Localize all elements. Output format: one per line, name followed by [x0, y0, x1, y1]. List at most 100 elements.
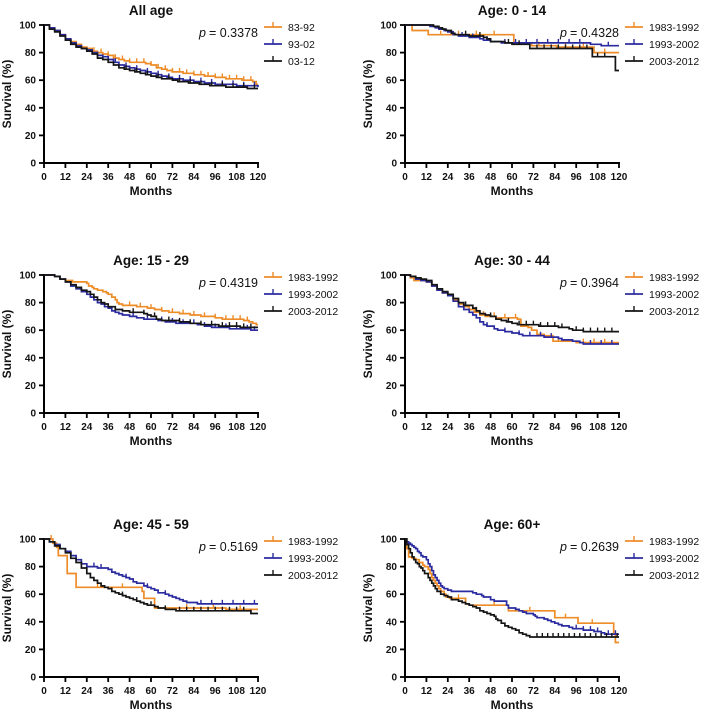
x-tick-label: 24 — [442, 422, 454, 433]
chart-title: Age: 0 - 14 — [478, 3, 547, 18]
survival-curve-2003-2012 — [405, 538, 619, 638]
x-tick-label: 84 — [549, 422, 561, 433]
legend-item: 2003-2012 — [625, 56, 699, 68]
x-tick-label: 84 — [188, 172, 200, 183]
y-tick-label: 80 — [386, 562, 398, 573]
x-tick-label: 36 — [103, 172, 115, 183]
x-tick-label: 48 — [485, 172, 497, 183]
x-tick-label: 72 — [528, 686, 540, 697]
x-tick-label: 60 — [506, 422, 518, 433]
x-tick-label: 120 — [250, 172, 267, 183]
legend-label: 1983-1992 — [649, 536, 699, 548]
x-tick-label: 36 — [464, 686, 476, 697]
p-value-number: = 0.4319 — [209, 276, 258, 290]
legend-item: 1983-1992 — [625, 22, 699, 34]
chart-title: Age: 45 - 59 — [113, 517, 189, 532]
y-axis-title: Survival (%) — [0, 60, 14, 129]
y-tick-label: 0 — [30, 159, 36, 170]
x-tick-label: 120 — [611, 686, 628, 697]
legend-label: 1993-2002 — [649, 289, 699, 301]
x-tick-label: 108 — [228, 422, 245, 433]
p-value-number: = 0.3964 — [570, 276, 619, 290]
y-tick-label: 100 — [380, 21, 397, 32]
p-value: p = 0.4319 — [198, 276, 258, 290]
x-tick-label: 12 — [60, 172, 72, 183]
x-tick-label: 0 — [41, 422, 47, 433]
legend-label: 1983-1992 — [288, 536, 338, 548]
y-tick-label: 60 — [386, 76, 398, 87]
x-tick-label: 48 — [124, 172, 136, 183]
legend-label: 03-12 — [288, 56, 315, 68]
y-tick-label: 20 — [25, 645, 37, 656]
survival-curve-1993-2002 — [44, 538, 258, 605]
x-tick-label: 36 — [103, 686, 115, 697]
legend-label: 2003-2012 — [288, 570, 338, 582]
y-tick-label: 20 — [386, 645, 398, 656]
legend-label: 1993-2002 — [288, 289, 338, 301]
x-tick-label: 12 — [421, 422, 433, 433]
legend-item: 2003-2012 — [625, 306, 699, 318]
survival-curve-2003-2012 — [405, 274, 619, 333]
y-tick-label: 0 — [391, 159, 397, 170]
chart-title: All age — [129, 3, 174, 18]
x-tick-label: 96 — [571, 172, 583, 183]
x-tick-label: 96 — [210, 422, 222, 433]
y-tick-label: 0 — [391, 409, 397, 420]
y-tick-label: 80 — [25, 298, 37, 309]
legend-item: 93-02 — [264, 39, 315, 51]
y-tick-label: 60 — [25, 326, 37, 337]
legend-item: 1993-2002 — [625, 39, 699, 51]
legend-item: 1983-1992 — [264, 536, 338, 548]
x-tick-label: 0 — [402, 686, 408, 697]
x-tick-label: 12 — [60, 686, 72, 697]
p-value-number: = 0.4328 — [570, 26, 619, 40]
legend-item: 03-12 — [264, 56, 315, 68]
survival-curve-83-92 — [44, 24, 258, 86]
x-tick-label: 60 — [145, 686, 157, 697]
x-tick-label: 72 — [528, 172, 540, 183]
survival-curve-2003-2012 — [405, 24, 619, 72]
x-tick-label: 60 — [145, 422, 157, 433]
x-axis-title: Months — [130, 434, 173, 448]
y-tick-label: 100 — [19, 535, 36, 546]
x-axis-title: Months — [491, 184, 534, 198]
y-axis-title: Survival (%) — [0, 310, 14, 379]
x-tick-label: 0 — [402, 422, 408, 433]
x-tick-label: 0 — [41, 686, 47, 697]
x-tick-label: 60 — [145, 172, 157, 183]
y-tick-label: 100 — [19, 271, 36, 282]
legend-label: 2003-2012 — [649, 570, 699, 582]
x-tick-label: 84 — [549, 686, 561, 697]
y-tick-label: 40 — [386, 353, 398, 364]
x-tick-label: 84 — [188, 422, 200, 433]
legend-label: 1983-1992 — [288, 272, 338, 284]
p-value: p = 0.4328 — [559, 26, 619, 40]
y-tick-label: 0 — [30, 409, 36, 420]
y-tick-label: 100 — [380, 535, 397, 546]
p-value-number: = 0.3378 — [209, 26, 258, 40]
x-tick-label: 24 — [81, 686, 93, 697]
legend-item: 1993-2002 — [264, 553, 338, 565]
legend-item: 2003-2012 — [625, 570, 699, 582]
x-tick-label: 60 — [506, 686, 518, 697]
x-axis-title: Months — [491, 434, 534, 448]
survival-curve-1983-1992 — [405, 538, 619, 644]
x-tick-label: 36 — [464, 422, 476, 433]
x-tick-label: 72 — [167, 686, 179, 697]
survival-chart: All age p = 0.3378 0 20 40 60 80 100 0 12 24 36 48 60 7… — [0, 3, 315, 198]
x-tick-label: 72 — [167, 422, 179, 433]
x-tick-label: 12 — [60, 422, 72, 433]
survival-curve-1993-2002 — [405, 274, 619, 345]
legend-item: 1983-1992 — [625, 536, 699, 548]
panel-age-30-44: Age: 30 - 44 p = 0.3964 0 20 40 60 80 100 0 12 24 36… — [361, 250, 722, 455]
survival-curve-93-02 — [44, 24, 259, 88]
y-tick-label: 60 — [386, 590, 398, 601]
y-tick-label: 80 — [386, 298, 398, 309]
p-value: p = 0.3964 — [559, 276, 619, 290]
y-tick-label: 80 — [386, 48, 398, 59]
legend-label: 1983-1992 — [649, 272, 699, 284]
x-tick-label: 48 — [485, 686, 497, 697]
survival-chart: Age: 60+ p = 0.2639 0 20 40 60 80 100 0 12 24 36 48 60… — [361, 517, 699, 712]
panel-all-age: All age p = 0.3378 0 20 40 60 80 100 0 12 24 36 48 60 7… — [0, 0, 361, 205]
